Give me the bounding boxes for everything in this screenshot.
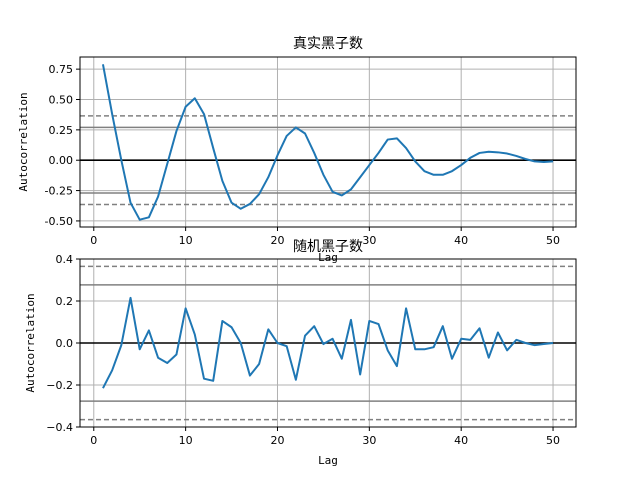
subplot-2-title: 随机黑子数 — [293, 239, 363, 255]
x-tick-label: 40 — [454, 434, 468, 447]
x-tick-label: 40 — [454, 234, 468, 247]
subplot-2-x-ticks: 0 10 20 30 40 50 — [90, 427, 560, 447]
x-tick-label: 10 — [179, 234, 193, 247]
subplot-2: 0 10 20 30 40 50 −0.4−0.20.00.20.4 随机黑子数 Lag … — [24, 239, 577, 467]
subplot-2-x-axis-label: Lag — [318, 454, 338, 467]
y-tick-label: -0.25 — [45, 185, 73, 198]
y-tick-label: 0.00 — [49, 154, 74, 167]
x-tick-label: 0 — [90, 234, 97, 247]
x-tick-label: 0 — [90, 434, 97, 447]
subplot-1-title: 真实黑子数 — [293, 36, 363, 52]
x-tick-label: 30 — [362, 234, 376, 247]
subplot-2-y-axis-label: Autocorrelation — [24, 293, 37, 392]
subplot-1-confidence-bands — [80, 115, 576, 206]
x-tick-label: 50 — [546, 234, 560, 247]
x-tick-label: 10 — [179, 434, 193, 447]
y-tick-label: 0.2 — [56, 295, 74, 308]
subplot-2-y-ticks: −0.4 −0.2 0.0 0.2 0.4 — [46, 253, 80, 434]
subplot-1-x-axis-label: Lag — [318, 251, 338, 264]
y-tick-label: -0.50 — [45, 215, 73, 228]
y-tick-label: 0.0 — [56, 337, 74, 350]
subplot-1-frame — [79, 56, 577, 228]
subplot-1: 真实黑子数 0 10 20 30 40 50 -0.50 -0.25 0.00 0.25 0.50… — [17, 36, 577, 264]
y-tick-label: −0.4 — [46, 421, 73, 434]
y-tick-label: 0.4 — [56, 253, 74, 266]
autocorrelation-line — [102, 296, 554, 389]
y-tick-label: 0.75 — [49, 63, 74, 76]
subplot-1-x-ticks: 0 10 20 30 40 50 — [90, 227, 560, 247]
autocorrelation-line — [101, 64, 554, 221]
y-tick-label: 0.50 — [49, 94, 74, 107]
x-tick-label: 30 — [362, 434, 376, 447]
y-tick-label: −0.2 — [46, 379, 73, 392]
x-tick-label: 20 — [270, 434, 284, 447]
x-tick-label: 50 — [546, 434, 560, 447]
subplot-1-y-axis-label: Autocorrelation — [17, 92, 30, 191]
x-tick-label: 20 — [270, 234, 284, 247]
subplot-2-series — [102, 296, 554, 389]
subplot-1-y-ticks: -0.50 -0.25 0.00 0.25 0.50 0.75 — [45, 63, 80, 228]
subplot-1-series — [101, 64, 554, 221]
y-tick-label: 0.25 — [49, 124, 74, 137]
